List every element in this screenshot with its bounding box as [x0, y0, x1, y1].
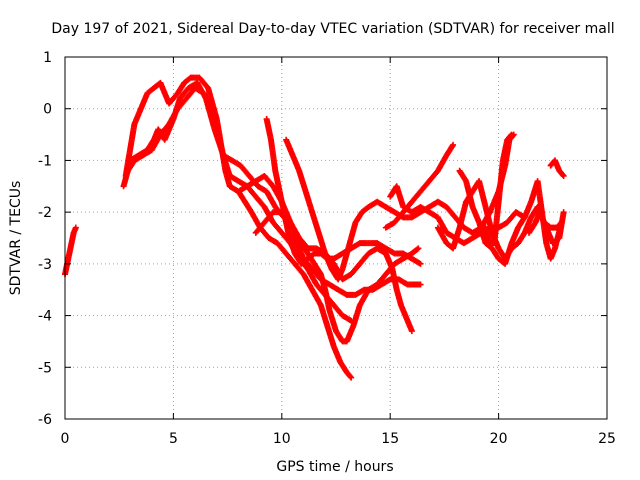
series-arc-13 [482, 131, 515, 247]
y-tick-label: -1 [38, 153, 52, 169]
data-point [408, 328, 415, 335]
y-tick-label: -3 [38, 257, 52, 273]
series-arc-7 [263, 116, 424, 267]
x-tick-label: 5 [169, 431, 178, 447]
y-tick-label: -5 [38, 360, 52, 376]
grid-lines [65, 57, 607, 419]
y-tick-label: -6 [38, 412, 52, 428]
data-point [560, 209, 567, 216]
data-point [417, 260, 424, 267]
axis-ticks [64, 56, 608, 420]
series-arc-2 [120, 85, 355, 324]
y-axis-label: SDTVAR / TECUs [8, 181, 24, 296]
x-tick-label: 10 [273, 431, 291, 447]
x-tick-label: 0 [61, 431, 70, 447]
x-tick-labels: 0 5 10 15 20 25 [61, 431, 616, 447]
x-axis-label: GPS time / hours [276, 459, 393, 475]
data-point [414, 246, 421, 253]
data-point [560, 172, 567, 179]
data-point [507, 132, 514, 139]
data-points [62, 74, 567, 381]
series-arc-15 [547, 157, 567, 179]
x-tick-label: 25 [598, 431, 616, 447]
x-tick-label: 20 [490, 431, 508, 447]
data-point [348, 374, 355, 381]
x-tick-label: 15 [381, 431, 399, 447]
chart-title: Day 197 of 2021, Sidereal Day-to-day VTE… [51, 21, 614, 37]
series-arc-3 [122, 74, 355, 381]
y-tick-label: 0 [43, 102, 52, 118]
data-point [347, 373, 354, 380]
data-point [415, 245, 422, 252]
y-tick-label: 1 [43, 50, 52, 66]
data-point [508, 131, 515, 138]
y-tick-label: -4 [38, 309, 52, 325]
data-point [417, 281, 424, 288]
plot-frame [64, 56, 608, 420]
series-arc-9 [382, 141, 457, 231]
y-tick-label: -2 [38, 205, 52, 221]
data-point [559, 171, 566, 178]
y-tick-labels: -6 -5 -4 -3 -2 -1 0 1 [38, 50, 52, 428]
data-point [450, 141, 457, 148]
data-point [72, 224, 79, 231]
series-arc-14 [525, 209, 567, 247]
